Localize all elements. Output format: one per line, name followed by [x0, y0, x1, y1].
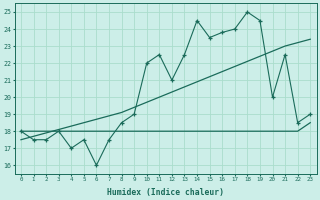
X-axis label: Humidex (Indice chaleur): Humidex (Indice chaleur)	[107, 188, 224, 197]
